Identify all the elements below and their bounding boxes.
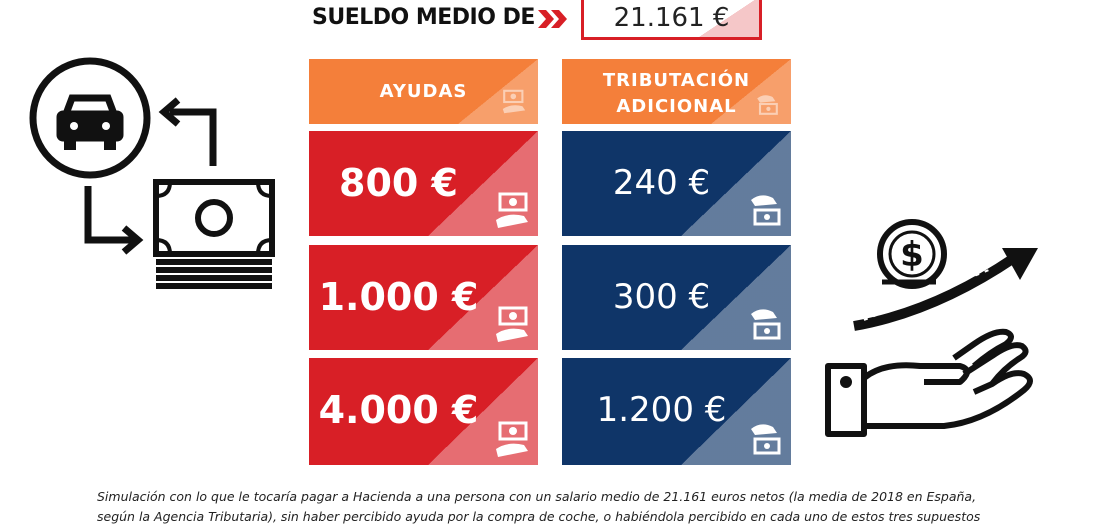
caption: Simulación con lo que le tocaría pagar a… [97,487,1057,527]
coin-icon: $ [877,219,947,289]
car-icon [29,57,151,179]
car-cash-illustration [29,57,275,289]
hand-money-icon [496,306,528,342]
caption-line: según la Agencia Tributaria), sin haber … [97,509,981,524]
tributacion-value: 300 € [612,277,711,317]
header-tributacion-label: TRIBUTACIÓN ADICIONAL [562,68,791,120]
ayuda-cell: 800 € [309,131,538,236]
ayuda-value: 800 € [339,161,458,205]
ayuda-value: 1.000 € [318,275,479,319]
ayuda-cell: 4.000 € [309,358,538,465]
ayuda-cell: 1.000 € [309,245,538,350]
header-ayudas-label: AYUDAS [379,81,468,102]
tributacion-cell: 1.200 € [562,358,791,465]
hand-money-icon [496,421,528,457]
salary-box: 21.161 € [581,0,762,40]
svg-text:$: $ [900,235,924,275]
hand-money-icon [757,95,778,115]
tributacion-cell: 300 € [562,245,791,350]
hand-money-icon [751,309,781,340]
page-title: SUELDO MEDIO DE [312,5,535,30]
hand-money-icon [496,192,528,228]
open-hand-icon [825,328,1033,437]
header-ayudas: AYUDAS [309,59,538,124]
tributacion-cell: 240 € [562,131,791,236]
ayuda-value: 4.000 € [318,388,479,432]
hand-money-icon [751,195,781,226]
cash-icon [153,179,275,289]
hand-money-icon [751,424,781,455]
double-chevron-icon [538,10,567,28]
header-tributacion-line2: ADICIONAL [616,96,737,117]
growth-arrow-icon [853,248,1038,331]
tributacion-value: 240 € [612,163,711,203]
header-tributacion: TRIBUTACIÓN ADICIONAL [562,59,791,124]
header-tributacion-line1: TRIBUTACIÓN [602,70,751,91]
exchange-arrows-icon [84,97,217,255]
hand-money-icon [502,89,526,114]
hand-coin-illustration: $ [825,219,1038,437]
tributacion-value: 1.200 € [596,390,727,430]
caption-line: Simulación con lo que le tocaría pagar a… [97,489,977,504]
salary-value: 21.161 € [613,3,730,33]
